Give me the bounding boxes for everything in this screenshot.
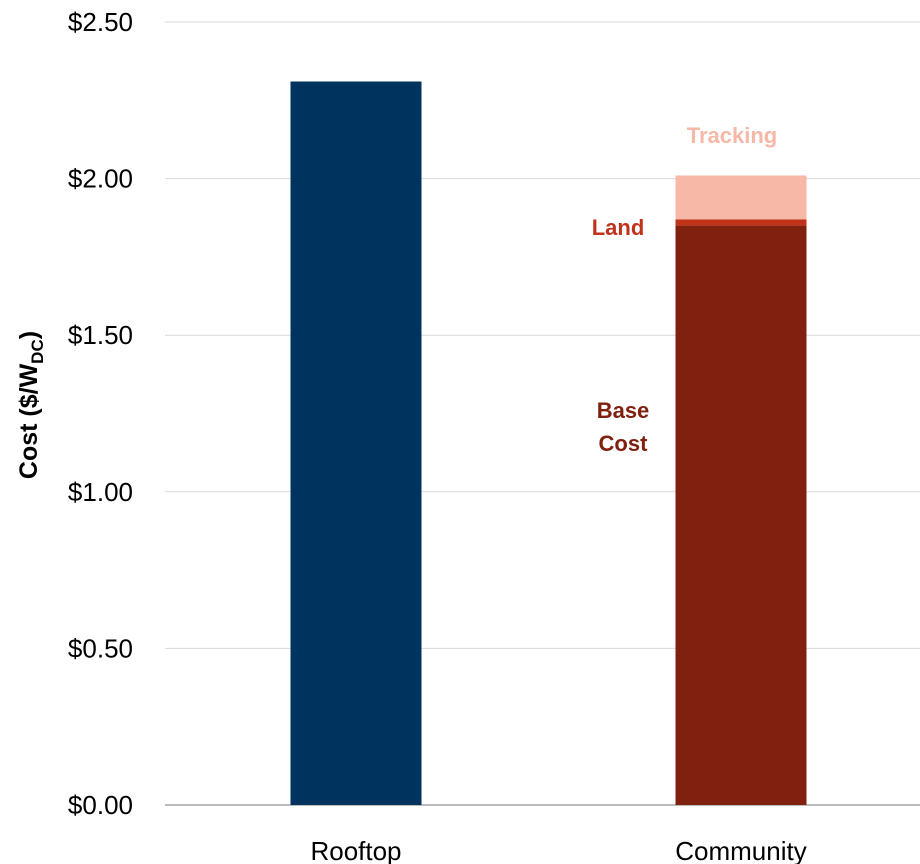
bar-segment — [290, 81, 422, 806]
y-tick-label: $0.00 — [68, 790, 133, 820]
y-tick-label: $1.50 — [68, 320, 133, 350]
bar-segment — [675, 225, 807, 805]
segment-label: Tracking — [687, 123, 777, 148]
y-tick-label: $0.50 — [68, 633, 133, 663]
y-tick-label: $2.50 — [68, 7, 133, 37]
bar-segment — [675, 219, 807, 226]
bar-segment — [675, 175, 807, 220]
x-category-labels: Rooftop Community — [310, 836, 806, 864]
y-tick-label: $2.00 — [68, 164, 133, 194]
x-category-label: Rooftop — [310, 836, 401, 864]
segment-label: Cost — [599, 431, 649, 456]
y-tick-labels: $0.00 $0.50 $1.00 $1.50 $2.00 $2.50 — [68, 7, 133, 820]
y-tick-label: $1.00 — [68, 477, 133, 507]
segment-label: Land — [592, 215, 645, 240]
y-axis-title-close: ) — [15, 331, 43, 339]
y-axis-title-subscript: DC — [28, 339, 47, 364]
y-axis-title-main: Cost ($/W — [15, 363, 43, 479]
segment-labels: Base Cost Land Tracking — [592, 123, 778, 456]
x-category-label: Community — [675, 836, 806, 864]
segment-label: Base — [597, 398, 650, 423]
bars — [290, 81, 807, 806]
y-axis-title: Cost ($/WDC) — [15, 331, 47, 479]
gridlines — [165, 21, 920, 806]
